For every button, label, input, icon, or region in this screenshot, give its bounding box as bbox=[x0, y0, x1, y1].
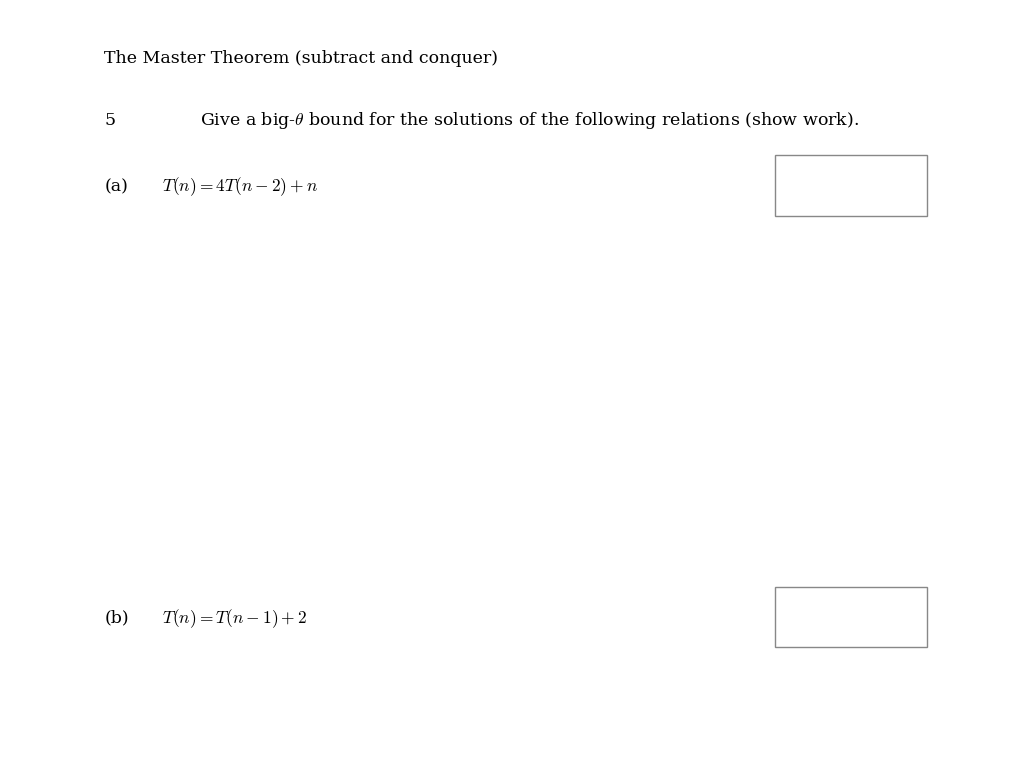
Text: (a): (a) bbox=[104, 178, 128, 195]
Text: $T(n) = T(n-1)+2$: $T(n) = T(n-1)+2$ bbox=[162, 607, 307, 630]
Bar bbox=[775, 587, 927, 647]
Text: Give a big-$\theta$ bound for the solutions of the following relations (show wor: Give a big-$\theta$ bound for the soluti… bbox=[200, 110, 859, 131]
Bar bbox=[775, 155, 927, 216]
Text: The Master Theorem (subtract and conquer): The Master Theorem (subtract and conquer… bbox=[104, 50, 499, 67]
Text: 5: 5 bbox=[104, 112, 116, 129]
Text: (b): (b) bbox=[104, 610, 129, 627]
Text: $T(n) = 4T(n-2)+n$: $T(n) = 4T(n-2)+n$ bbox=[162, 175, 317, 198]
